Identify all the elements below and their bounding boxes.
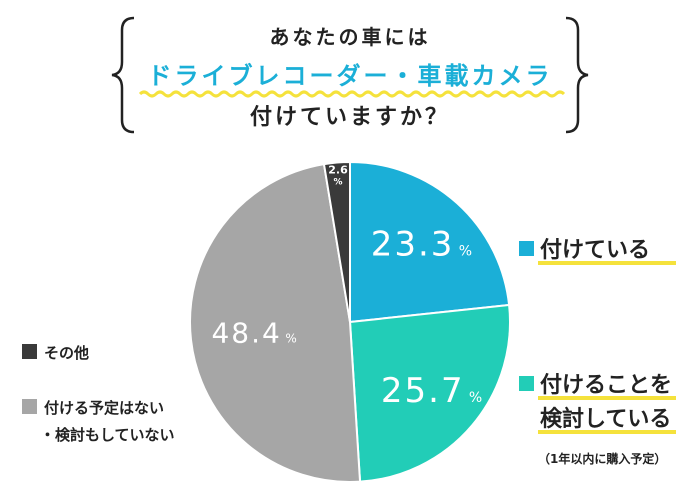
pie-value-unit-other: % bbox=[333, 177, 342, 187]
question-line-3: 付けていますか？ bbox=[250, 105, 450, 130]
legend-label-installed: 付けている bbox=[540, 238, 650, 263]
pie-slice-other bbox=[322, 160, 351, 323]
question-line-2: ドライブレコーダー・車載カメラ bbox=[148, 62, 553, 90]
pie-value-label-installed: 23.3 bbox=[371, 224, 455, 264]
title-wavy-underline bbox=[138, 90, 566, 98]
pie: 23.3 %25.7 %48.4 %2.6% bbox=[189, 160, 511, 483]
pie-slice-installed bbox=[349, 160, 511, 324]
legend-label-not-planned-line-2: ・検討もしていない bbox=[40, 426, 175, 444]
legend-swatch-not-planned bbox=[22, 399, 37, 414]
legend-note-considering: （1年以内に購入予定） bbox=[538, 451, 666, 466]
question-header: あなたの車には ドライブレコーダー・車載カメラ 付けていますか？ bbox=[111, 16, 589, 134]
pie-value-label-not-planned: 48.4 bbox=[211, 317, 281, 350]
pie-slice-considering bbox=[348, 303, 511, 483]
legend-swatch-other bbox=[22, 344, 37, 359]
legend-label-considering-line-1: 付けることを bbox=[540, 373, 672, 398]
pie-value-unit-considering: % bbox=[469, 390, 482, 406]
legend-installed: 付けている bbox=[519, 238, 676, 265]
legend-label-not-planned-line-1: 付ける予定はない bbox=[44, 399, 164, 417]
legend-other: その他 bbox=[22, 344, 89, 362]
pie-value-label-considering: 25.7 bbox=[381, 371, 465, 411]
question-line-1: あなたの車には bbox=[270, 25, 431, 49]
legend-label-considering-line-2: 検討している bbox=[540, 406, 671, 432]
pie-value-unit-not-planned: % bbox=[285, 332, 296, 346]
legend-not-planned: 付ける予定はない ・検討もしていない bbox=[22, 399, 175, 444]
legend-considering: 付けることを 検討している （1年以内に購入予定） bbox=[519, 373, 676, 466]
legend-swatch-installed bbox=[519, 241, 534, 256]
left-curly-bracket bbox=[111, 16, 135, 134]
pie-value-unit-installed: % bbox=[459, 243, 472, 259]
right-curly-bracket bbox=[565, 16, 589, 134]
pie-slice-not-planned bbox=[189, 162, 362, 483]
legend-label-other: その他 bbox=[44, 344, 89, 362]
legend-swatch-considering bbox=[519, 376, 534, 391]
pie-value-label-other: 2.6 bbox=[328, 163, 348, 176]
